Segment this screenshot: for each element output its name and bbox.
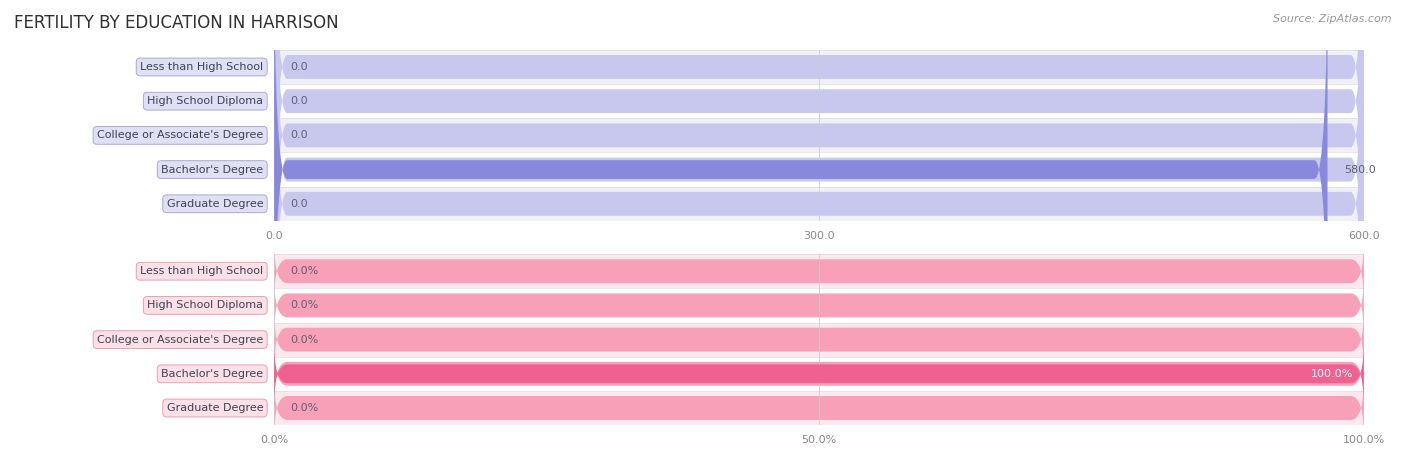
Text: High School Diploma: High School Diploma	[148, 300, 263, 311]
FancyBboxPatch shape	[274, 0, 1327, 407]
Bar	[274, 50, 1364, 84]
Text: College or Associate's Degree: College or Associate's Degree	[97, 334, 263, 345]
Bar	[274, 84, 1364, 118]
FancyBboxPatch shape	[274, 242, 1364, 300]
FancyBboxPatch shape	[274, 379, 1364, 437]
Text: 0.0: 0.0	[291, 130, 308, 141]
Text: Graduate Degree: Graduate Degree	[167, 403, 263, 413]
Text: College or Associate's Degree: College or Associate's Degree	[97, 130, 263, 141]
Text: Bachelor's Degree: Bachelor's Degree	[162, 164, 263, 175]
FancyBboxPatch shape	[274, 0, 1364, 438]
Text: 0.0%: 0.0%	[291, 300, 319, 311]
Text: FERTILITY BY EDUCATION IN HARRISON: FERTILITY BY EDUCATION IN HARRISON	[14, 14, 339, 32]
Text: Source: ZipAtlas.com: Source: ZipAtlas.com	[1274, 14, 1392, 24]
Bar	[274, 152, 1364, 187]
FancyBboxPatch shape	[274, 0, 1364, 301]
Text: 100.0%: 100.0%	[1310, 369, 1353, 379]
FancyBboxPatch shape	[274, 0, 1364, 404]
Text: 580.0: 580.0	[1344, 164, 1375, 175]
Bar	[274, 391, 1364, 425]
Bar	[274, 357, 1364, 391]
Bar	[274, 118, 1364, 152]
FancyBboxPatch shape	[274, 345, 1364, 403]
Text: High School Diploma: High School Diploma	[148, 96, 263, 106]
Text: 0.0: 0.0	[291, 62, 308, 72]
Text: Bachelor's Degree: Bachelor's Degree	[162, 369, 263, 379]
Text: Less than High School: Less than High School	[141, 62, 263, 72]
Text: 0.0%: 0.0%	[291, 403, 319, 413]
Bar	[274, 187, 1364, 221]
Bar	[274, 288, 1364, 323]
Text: 0.0%: 0.0%	[291, 334, 319, 345]
Text: 0.0: 0.0	[291, 96, 308, 106]
FancyBboxPatch shape	[274, 0, 1364, 370]
Bar	[274, 254, 1364, 288]
FancyBboxPatch shape	[274, 311, 1364, 369]
FancyBboxPatch shape	[274, 342, 1364, 406]
FancyBboxPatch shape	[274, 0, 1364, 335]
Text: Less than High School: Less than High School	[141, 266, 263, 276]
Text: 0.0: 0.0	[291, 199, 308, 209]
FancyBboxPatch shape	[274, 276, 1364, 334]
Bar	[274, 323, 1364, 357]
Text: Graduate Degree: Graduate Degree	[167, 199, 263, 209]
Text: 0.0%: 0.0%	[291, 266, 319, 276]
